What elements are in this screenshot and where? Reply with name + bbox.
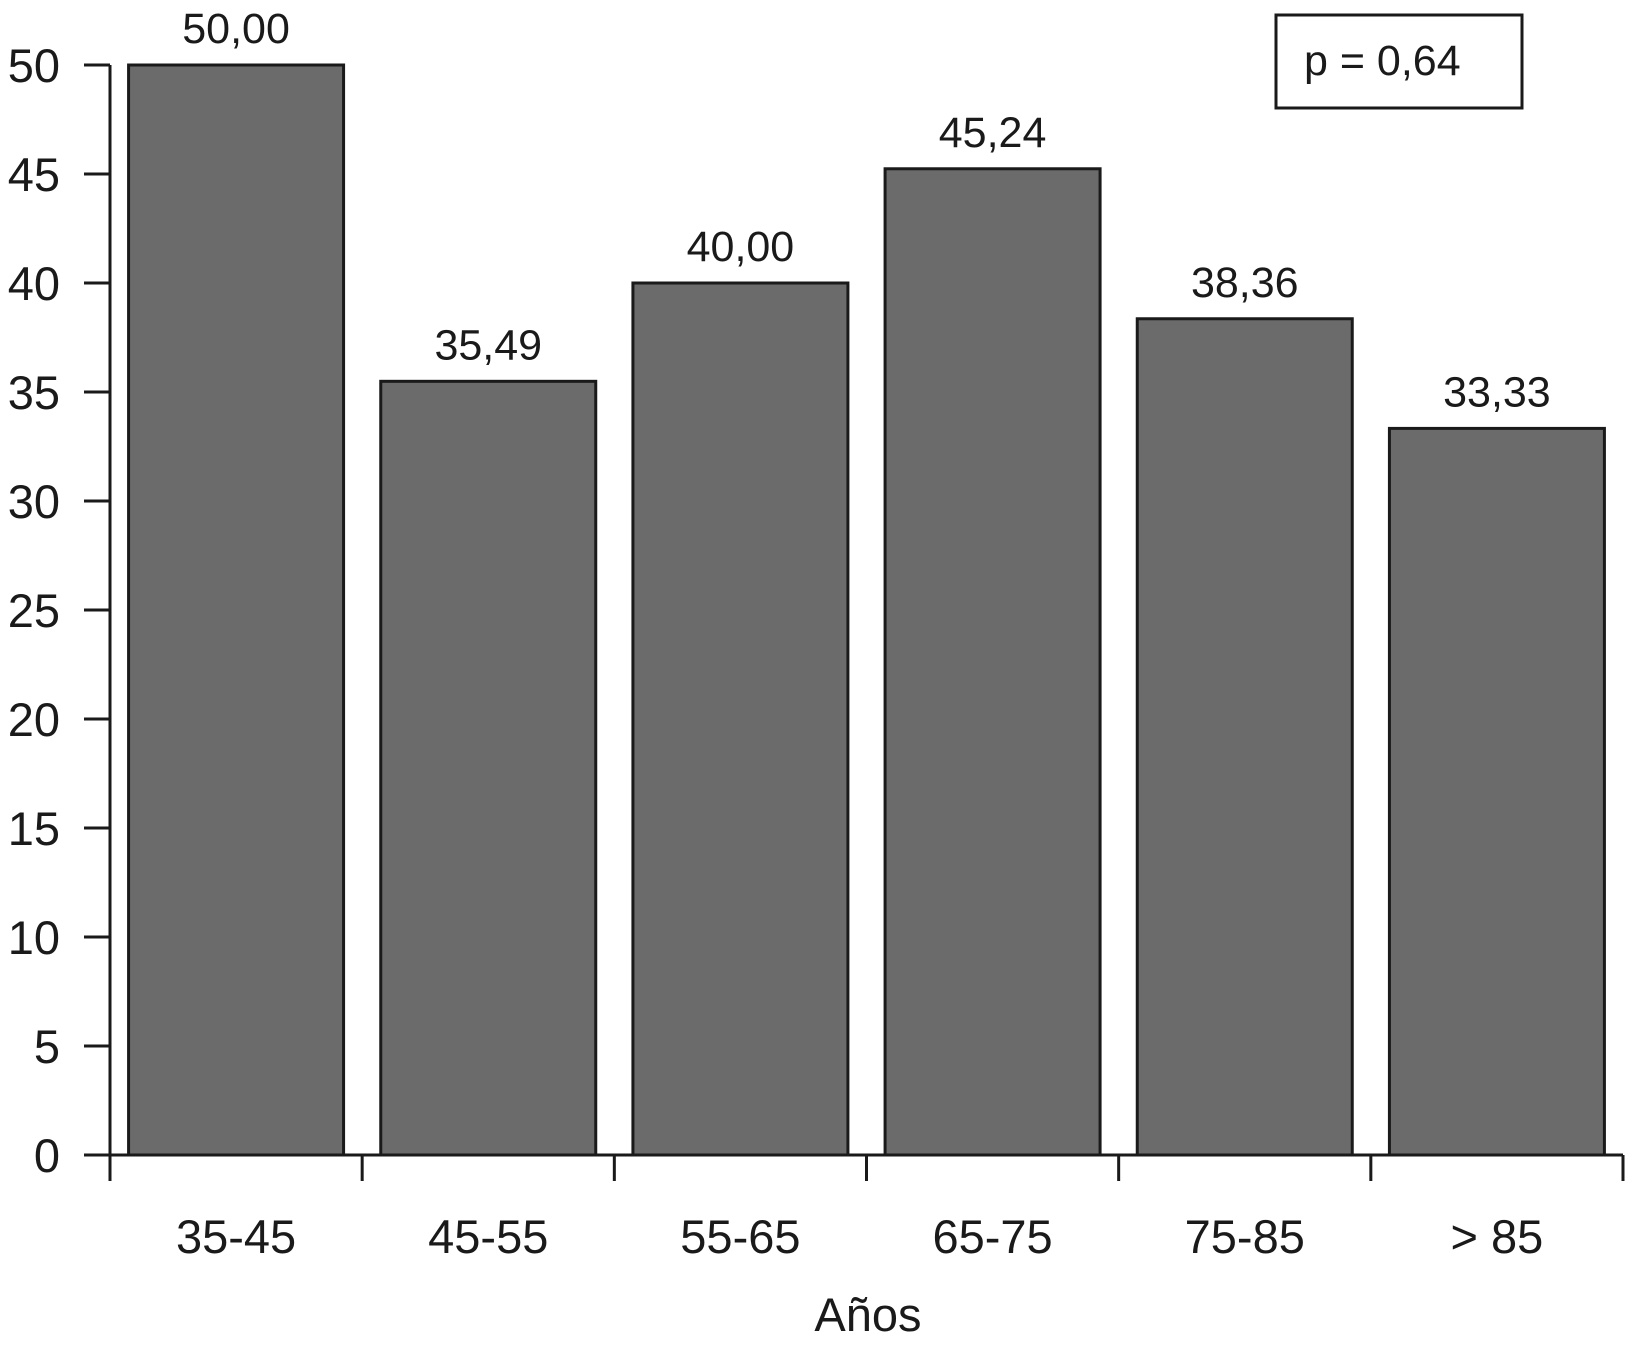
bar-6 bbox=[1387, 426, 1606, 1157]
y-tick-label-0: 0 bbox=[34, 1129, 60, 1182]
bar-5 bbox=[1135, 317, 1354, 1157]
bar-value-label-2: 35,49 bbox=[434, 321, 542, 369]
x-tick-label-1: 35-45 bbox=[176, 1210, 296, 1263]
p-value-annotation: p = 0,64 bbox=[1274, 13, 1524, 110]
x-tick-label-6: > 85 bbox=[1451, 1210, 1544, 1263]
y-tick-label-40: 40 bbox=[8, 257, 60, 310]
bar-2 bbox=[379, 379, 598, 1157]
x-tick-label-4: 65-75 bbox=[932, 1210, 1052, 1263]
y-tick-label-10: 10 bbox=[8, 911, 60, 964]
y-tick-label-20: 20 bbox=[8, 693, 60, 746]
y-tick-label-5: 5 bbox=[34, 1020, 60, 1073]
bars: 50,00 35,49 40,00 45,24 38,36 33,33 bbox=[127, 5, 1606, 1157]
x-tick-label-3: 55-65 bbox=[680, 1210, 800, 1263]
y-tick-label-45: 45 bbox=[8, 148, 60, 201]
bar-1 bbox=[127, 63, 346, 1157]
bar-3 bbox=[631, 281, 850, 1157]
y-tick-label-25: 25 bbox=[8, 584, 60, 637]
annotation-box bbox=[1274, 13, 1524, 110]
x-axis-title: Años bbox=[814, 1288, 921, 1341]
x-axis-ticks: 35-45 45-55 55-65 65-75 75-85 > 85 bbox=[108, 1155, 1625, 1263]
x-tick-label-2: 45-55 bbox=[428, 1210, 548, 1263]
y-tick-label-35: 35 bbox=[8, 366, 60, 419]
y-tick-label-30: 30 bbox=[8, 475, 60, 528]
x-tick-label-5: 75-85 bbox=[1185, 1210, 1305, 1263]
bar-value-label-6: 33,33 bbox=[1443, 368, 1551, 416]
annotation-text: p = 0,64 bbox=[1304, 37, 1461, 85]
bar-value-label-5: 38,36 bbox=[1191, 259, 1299, 307]
bar-value-label-4: 45,24 bbox=[939, 109, 1047, 157]
bar-value-label-3: 40,00 bbox=[687, 223, 795, 271]
bar-value-label-1: 50,00 bbox=[182, 5, 290, 53]
y-tick-label-15: 15 bbox=[8, 802, 60, 855]
bar-4 bbox=[883, 167, 1102, 1157]
y-axis-ticks: 0 5 10 15 20 25 30 35 40 45 50 bbox=[8, 39, 110, 1182]
y-tick-label-50: 50 bbox=[8, 39, 60, 92]
